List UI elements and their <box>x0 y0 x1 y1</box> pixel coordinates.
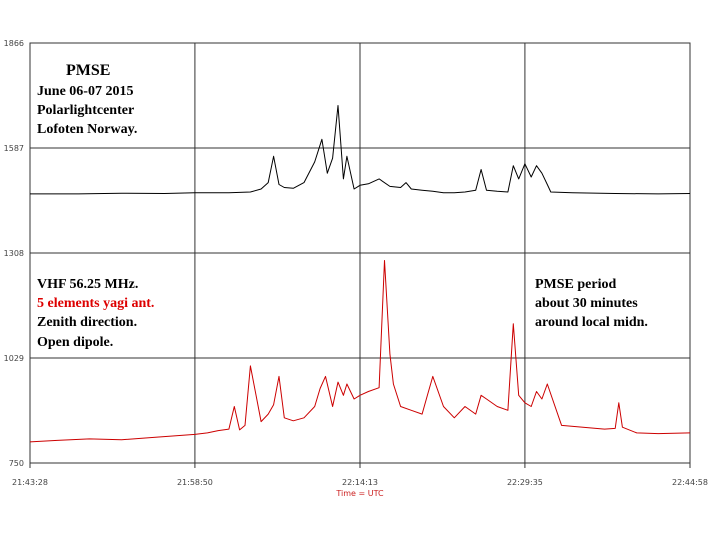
y-tick-label: 1866 <box>4 39 24 48</box>
x-tick-label: 22:44:58 <box>672 478 708 487</box>
series-line-1 <box>30 105 691 195</box>
annotation-antenna: 5 elements yagi ant. <box>37 296 154 311</box>
x-axis-label: Time = UTC <box>335 489 384 498</box>
y-tick-label: 750 <box>9 459 24 468</box>
annotation-date: June 06-07 2015 <box>37 84 133 99</box>
annotation-dipole: Open dipole. <box>37 335 113 350</box>
x-tick-label: 21:43:28 <box>12 478 48 487</box>
annotation-zenith: Zenith direction. <box>37 315 137 330</box>
annotation-title: PMSE <box>66 62 110 79</box>
x-ticks: 21:43:28 21:58:50 22:14:13 22:29:35 22:44:58 <box>12 463 708 487</box>
x-tick-label: 22:14:13 <box>342 478 378 487</box>
series-line-2 <box>29 260 691 443</box>
y-tick-label: 1587 <box>4 144 24 153</box>
grid <box>30 43 690 463</box>
series-group <box>29 105 691 443</box>
annotation-period-1: PMSE period <box>535 277 616 292</box>
y-tick-label: 1029 <box>4 354 24 363</box>
x-tick-label: 21:58:50 <box>177 478 213 487</box>
y-ticks: 1866 1587 1308 1029 750 <box>4 39 24 468</box>
y-tick-label: 1308 <box>4 249 24 258</box>
x-tick-label: 22:29:35 <box>507 478 543 487</box>
annotation-period-3: around local midn. <box>535 315 648 330</box>
annotation-period-2: about 30 minutes <box>535 296 638 311</box>
annotation-frequency: VHF 56.25 MHz. <box>37 277 138 292</box>
annotation-place: Polarlightcenter <box>37 103 134 118</box>
annotation-location: Lofoten Norway. <box>37 122 137 137</box>
